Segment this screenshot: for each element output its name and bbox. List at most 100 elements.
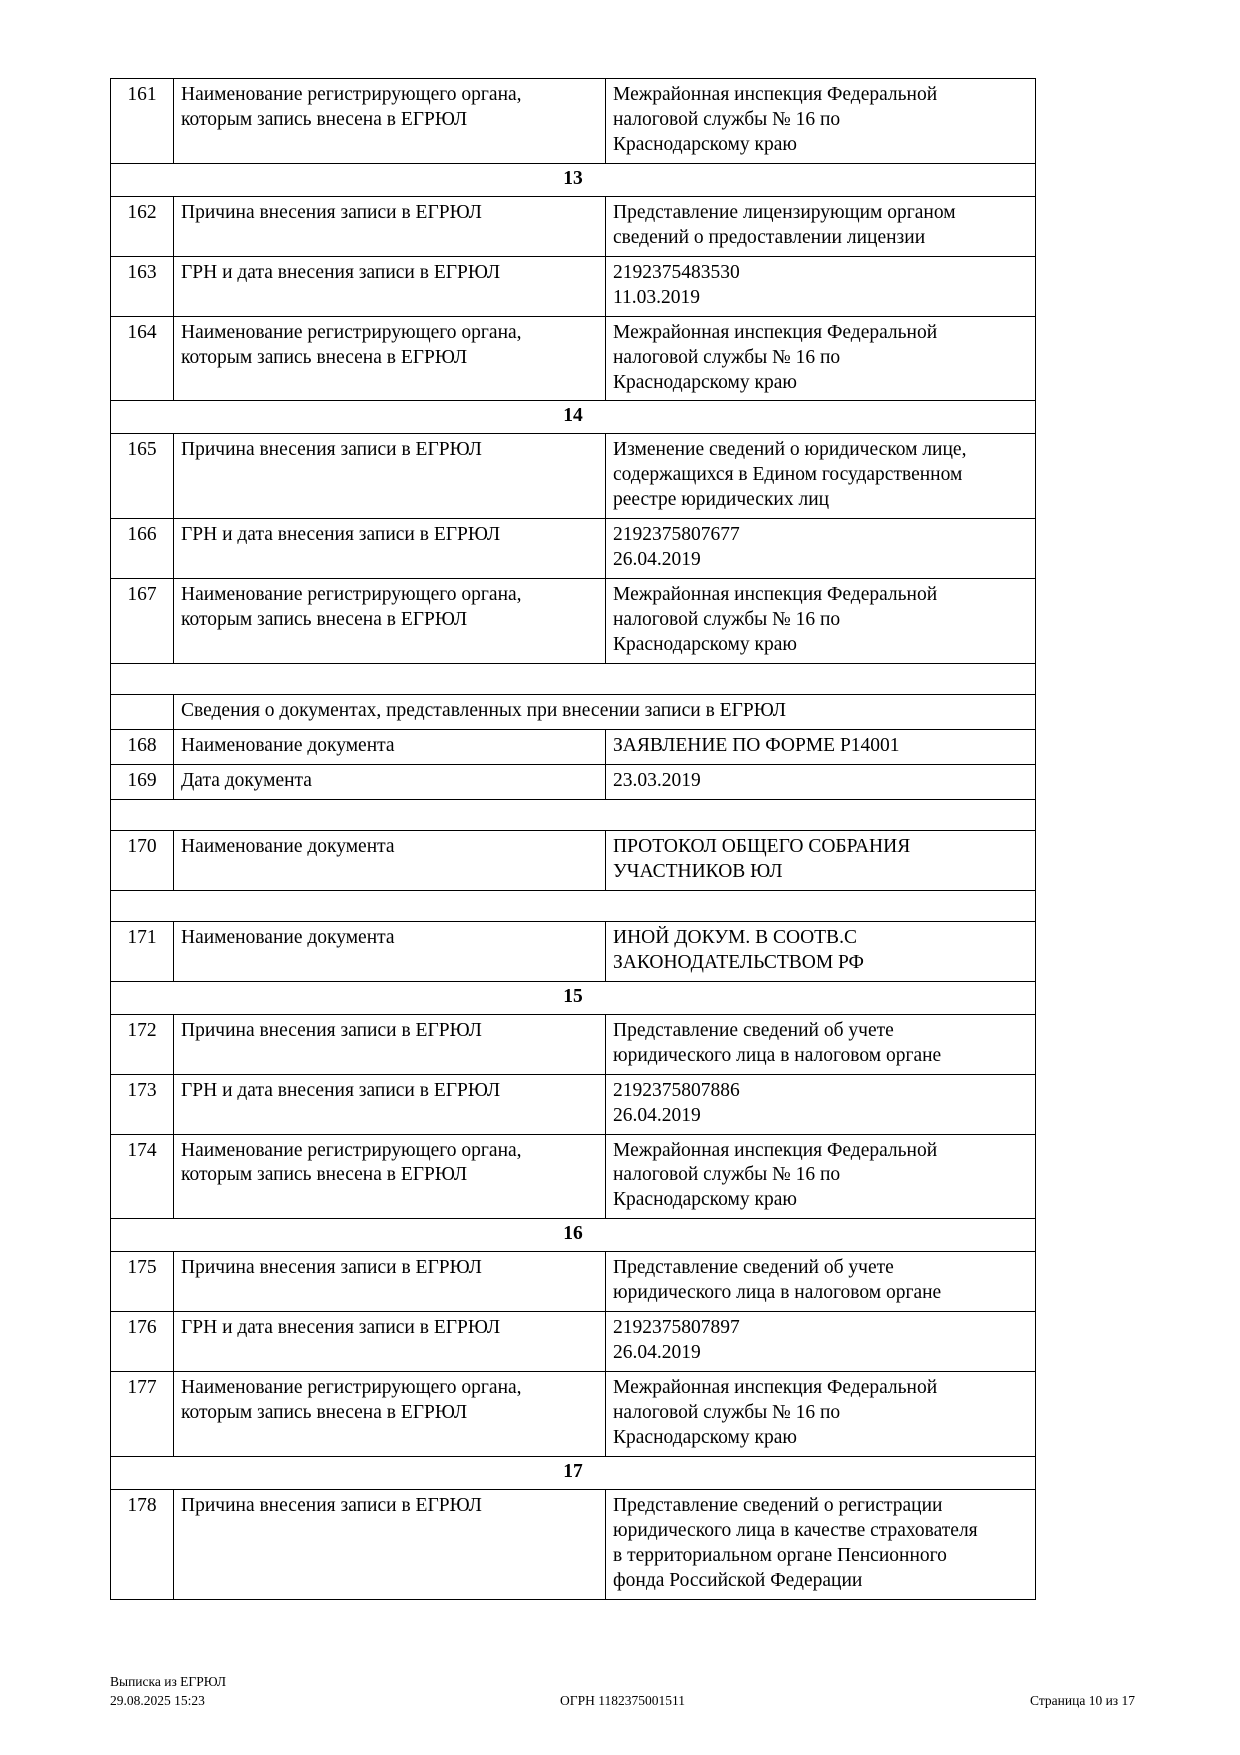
row-label-cell: Причина внесения записи в ЕГРЮЛ bbox=[173, 433, 606, 520]
table-row: 174 Наименование регистрирующего органа, к… bbox=[110, 1133, 1036, 1220]
row-value-cell: Представление лицензирующим органом сведе… bbox=[605, 195, 1036, 257]
row-value-cell: ЗАЯВЛЕНИЕ ПО ФОРМЕ Р14001 bbox=[605, 729, 1036, 765]
footer-title: Выписка из ЕГРЮЛ bbox=[110, 1674, 227, 1689]
record-group-number: 13 bbox=[110, 162, 1036, 197]
record-group-number: 14 bbox=[110, 400, 1036, 435]
row-number-cell: 172 bbox=[110, 1013, 174, 1075]
row-label-cell: Наименование регистрирующего органа, кото… bbox=[173, 1133, 606, 1220]
table-row: 168 Наименование документа ЗАЯВЛЕНИЕ ПО ФО… bbox=[110, 729, 1036, 765]
record-group-band: 15 bbox=[110, 980, 1036, 1015]
row-value-cell: 2192375807677 26.04.2019 bbox=[605, 518, 1036, 580]
row-number-cell: 176 bbox=[110, 1311, 174, 1373]
row-number-cell: 171 bbox=[110, 920, 174, 982]
row-number-cell: 169 bbox=[110, 763, 174, 800]
row-value-cell: Представление сведений о регистрации юрид… bbox=[605, 1488, 1036, 1600]
row-value-cell: ИНОЙ ДОКУМ. В СООТВ.С ЗАКОНОДАТЕЛЬСТВОМ Р… bbox=[605, 920, 1036, 982]
table-row: 165 Причина внесения записи в ЕГРЮЛ Измене… bbox=[110, 433, 1036, 520]
spacer-cell bbox=[110, 663, 1036, 696]
spacer-row bbox=[110, 889, 1036, 922]
table-row: 177 Наименование регистрирующего органа, к… bbox=[110, 1371, 1036, 1457]
row-number-cell: 167 bbox=[110, 578, 174, 665]
table-row: 167 Наименование регистрирующего органа, к… bbox=[110, 578, 1036, 665]
row-value-cell: Межрайонная инспекция Федеральной налогов… bbox=[605, 315, 1036, 402]
section-subheader-row: Сведения о документах, представленных пр… bbox=[110, 694, 1036, 731]
row-label-cell: Причина внесения записи в ЕГРЮЛ bbox=[173, 195, 606, 257]
row-value-cell: 2192375483530 11.03.2019 bbox=[605, 255, 1036, 317]
footer-timestamp: 29.08.2025 15:23 bbox=[110, 1693, 205, 1708]
row-label-cell: Причина внесения записи в ЕГРЮЛ bbox=[173, 1488, 606, 1600]
row-label-cell: Причина внесения записи в ЕГРЮЛ bbox=[173, 1013, 606, 1075]
row-label-cell: ГРН и дата внесения записи в ЕГРЮЛ bbox=[173, 255, 606, 317]
record-group-band: 17 bbox=[110, 1455, 1036, 1490]
egrul-records-table: 161 Наименование регистрирующего органа, к… bbox=[110, 78, 1036, 1600]
table-row: 173 ГРН и дата внесения записи в ЕГРЮЛ 219… bbox=[110, 1073, 1036, 1135]
table-row: 162 Причина внесения записи в ЕГРЮЛ Предст… bbox=[110, 195, 1036, 257]
row-value-cell: ПРОТОКОЛ ОБЩЕГО СОБРАНИЯ УЧАСТНИКОВ ЮЛ bbox=[605, 829, 1036, 891]
table-body: 161 Наименование регистрирующего органа, к… bbox=[110, 78, 1036, 1600]
table-row: 178 Причина внесения записи в ЕГРЮЛ Предст… bbox=[110, 1488, 1036, 1600]
row-label-cell: Наименование регистрирующего органа, кото… bbox=[173, 315, 606, 402]
row-number-cell bbox=[110, 694, 174, 731]
row-label-cell: ГРН и дата внесения записи в ЕГРЮЛ bbox=[173, 1073, 606, 1135]
row-label-cell: Причина внесения записи в ЕГРЮЛ bbox=[173, 1251, 606, 1313]
row-number-cell: 164 bbox=[110, 315, 174, 402]
spacer-cell bbox=[110, 798, 1036, 831]
row-value-cell: 2192375807897 26.04.2019 bbox=[605, 1311, 1036, 1373]
row-number-cell: 162 bbox=[110, 195, 174, 257]
row-label-cell: Дата документа bbox=[173, 763, 606, 800]
row-value-cell: Межрайонная инспекция Федеральной налогов… bbox=[605, 578, 1036, 665]
row-number-cell: 178 bbox=[110, 1488, 174, 1600]
table-row: 166 ГРН и дата внесения записи в ЕГРЮЛ 219… bbox=[110, 518, 1036, 580]
footer-page-number: Страница 10 из 17 bbox=[1030, 1693, 1135, 1708]
table-row: 164 Наименование регистрирующего органа, к… bbox=[110, 315, 1036, 402]
row-value-cell: Изменение сведений о юридическом лице, со… bbox=[605, 433, 1036, 520]
table-row: 175 Причина внесения записи в ЕГРЮЛ Предст… bbox=[110, 1251, 1036, 1313]
row-label-cell: Наименование документа bbox=[173, 729, 606, 765]
row-value-cell: Представление сведений об учете юридическ… bbox=[605, 1251, 1036, 1313]
row-number-cell: 175 bbox=[110, 1251, 174, 1313]
row-value-cell: Межрайонная инспекция Федеральной налогов… bbox=[605, 1133, 1036, 1220]
row-value-cell: 23.03.2019 bbox=[605, 763, 1036, 800]
spacer-row bbox=[110, 798, 1036, 831]
record-group-band: 13 bbox=[110, 162, 1036, 197]
record-group-band: 14 bbox=[110, 400, 1036, 435]
row-number-cell: 163 bbox=[110, 255, 174, 317]
row-number-cell: 174 bbox=[110, 1133, 174, 1220]
row-label-cell: ГРН и дата внесения записи в ЕГРЮЛ bbox=[173, 518, 606, 580]
row-number-cell: 166 bbox=[110, 518, 174, 580]
footer-ogrn: ОГРН 1182375001511 bbox=[560, 1693, 685, 1708]
row-number-cell: 170 bbox=[110, 829, 174, 891]
record-group-number: 17 bbox=[110, 1455, 1036, 1490]
footer-row-top: Выписка из ЕГРЮЛ bbox=[110, 1672, 1135, 1691]
record-group-number: 16 bbox=[110, 1218, 1036, 1253]
record-group-number: 15 bbox=[110, 980, 1036, 1015]
row-number-cell: 173 bbox=[110, 1073, 174, 1135]
footer-row-bottom: 29.08.2025 15:23 ОГРН 1182375001511 Стра… bbox=[110, 1691, 1135, 1710]
row-number-cell: 161 bbox=[110, 78, 174, 164]
table-row: 172 Причина внесения записи в ЕГРЮЛ Предст… bbox=[110, 1013, 1036, 1075]
section-subheader-text: Сведения о документах, представленных пр… bbox=[173, 694, 1036, 731]
row-label-cell: Наименование регистрирующего органа, кото… bbox=[173, 578, 606, 665]
row-value-cell: Межрайонная инспекция Федеральной налогов… bbox=[605, 1371, 1036, 1457]
record-group-band: 16 bbox=[110, 1218, 1036, 1253]
table-row: 163 ГРН и дата внесения записи в ЕГРЮЛ 219… bbox=[110, 255, 1036, 317]
row-label-cell: Наименование регистрирующего органа, кото… bbox=[173, 1371, 606, 1457]
table-row: 169 Дата документа 23.03.2019 bbox=[110, 763, 1036, 800]
table-row: 171 Наименование документа ИНОЙ ДОКУМ. В С… bbox=[110, 920, 1036, 982]
table-row: 161 Наименование регистрирующего органа, к… bbox=[110, 78, 1036, 164]
table-row: 170 Наименование документа ПРОТОКОЛ ОБЩЕГО… bbox=[110, 829, 1036, 891]
row-value-cell: Межрайонная инспекция Федеральной налогов… bbox=[605, 78, 1036, 164]
row-number-cell: 168 bbox=[110, 729, 174, 765]
spacer-row bbox=[110, 663, 1036, 696]
row-number-cell: 165 bbox=[110, 433, 174, 520]
row-number-cell: 177 bbox=[110, 1371, 174, 1457]
row-label-cell: Наименование документа bbox=[173, 829, 606, 891]
page-footer: Выписка из ЕГРЮЛ 29.08.2025 15:23 ОГРН 1… bbox=[110, 1672, 1135, 1710]
row-label-cell: Наименование регистрирующего органа, кото… bbox=[173, 78, 606, 164]
row-value-cell: Представление сведений об учете юридическ… bbox=[605, 1013, 1036, 1075]
table-row: 176 ГРН и дата внесения записи в ЕГРЮЛ 219… bbox=[110, 1311, 1036, 1373]
spacer-cell bbox=[110, 889, 1036, 922]
row-label-cell: Наименование документа bbox=[173, 920, 606, 982]
row-label-cell: ГРН и дата внесения записи в ЕГРЮЛ bbox=[173, 1311, 606, 1373]
